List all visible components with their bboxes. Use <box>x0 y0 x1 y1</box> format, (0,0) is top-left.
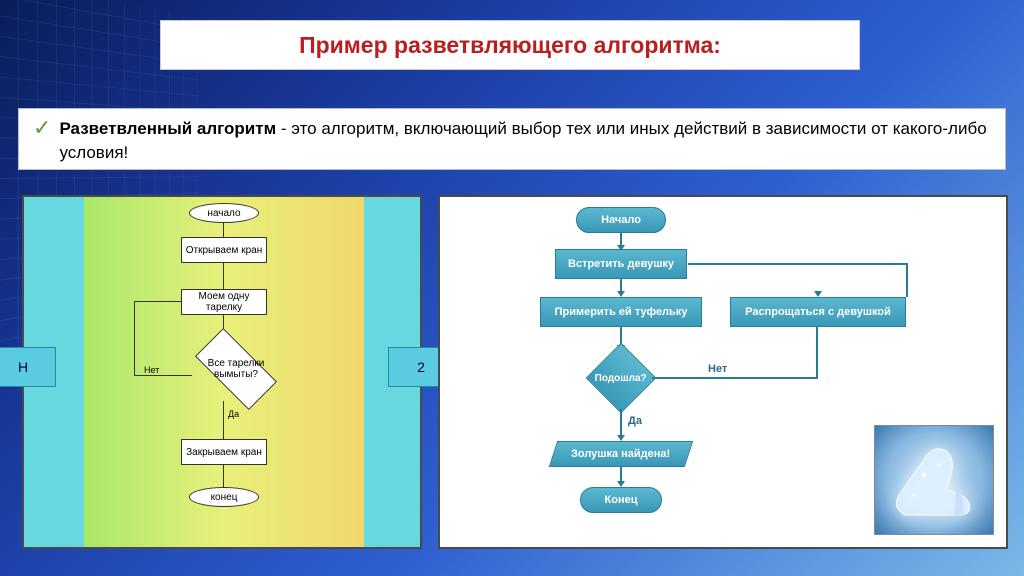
definition-box: ✓ Разветвленный алгоритм - это алгоритм,… <box>18 108 1006 170</box>
fc2-d1: Подошла? <box>586 343 657 414</box>
fc1-n2: Моем одну тарелку <box>181 289 267 315</box>
left-flowchart-bg: начало Открываем кран Моем одну тарелку … <box>24 197 420 547</box>
title-box: Пример разветвляющего алгоритма: <box>160 20 860 70</box>
glass-slipper-image <box>874 425 994 535</box>
fc1-start: начало <box>189 203 259 223</box>
fc1-end: конец <box>189 487 259 507</box>
fc2-p1: Золушка найдена! <box>549 441 693 467</box>
fc2-no-label: Нет <box>708 363 727 375</box>
right-flowchart-panel: Начало Встретить девушку Примерить ей ту… <box>438 195 1008 549</box>
left-gradient-mid: начало Открываем кран Моем одну тарелку … <box>84 197 364 547</box>
definition-bold: Разветвленный алгоритм <box>59 119 276 138</box>
fc2-start: Начало <box>576 207 666 233</box>
fc2-yes-label: Да <box>628 415 642 427</box>
definition-text: Разветвленный алгоритм - это алгоритм, в… <box>59 117 991 161</box>
left-flowchart-panel: начало Открываем кран Моем одну тарелку … <box>22 195 422 549</box>
fc2-n3: Распрощаться с девушкой <box>730 297 906 327</box>
fc2-end: Конец <box>580 487 662 513</box>
fc1-d1: Все тарелки вымыты? <box>195 328 277 410</box>
fc1-no-label: Нет <box>144 365 159 375</box>
fc2-n2: Примерить ей туфельку <box>540 297 702 327</box>
fc2-n1: Встретить девушку <box>555 249 687 279</box>
fc1-yes-label: Да <box>228 409 239 419</box>
fc1-n1: Открываем кран <box>181 237 267 263</box>
fc1-n3: Закрываем кран <box>181 439 267 465</box>
check-icon: ✓ <box>33 117 51 161</box>
slide-title: Пример разветвляющего алгоритма: <box>299 32 721 59</box>
left-partial-box: Н <box>0 347 56 387</box>
